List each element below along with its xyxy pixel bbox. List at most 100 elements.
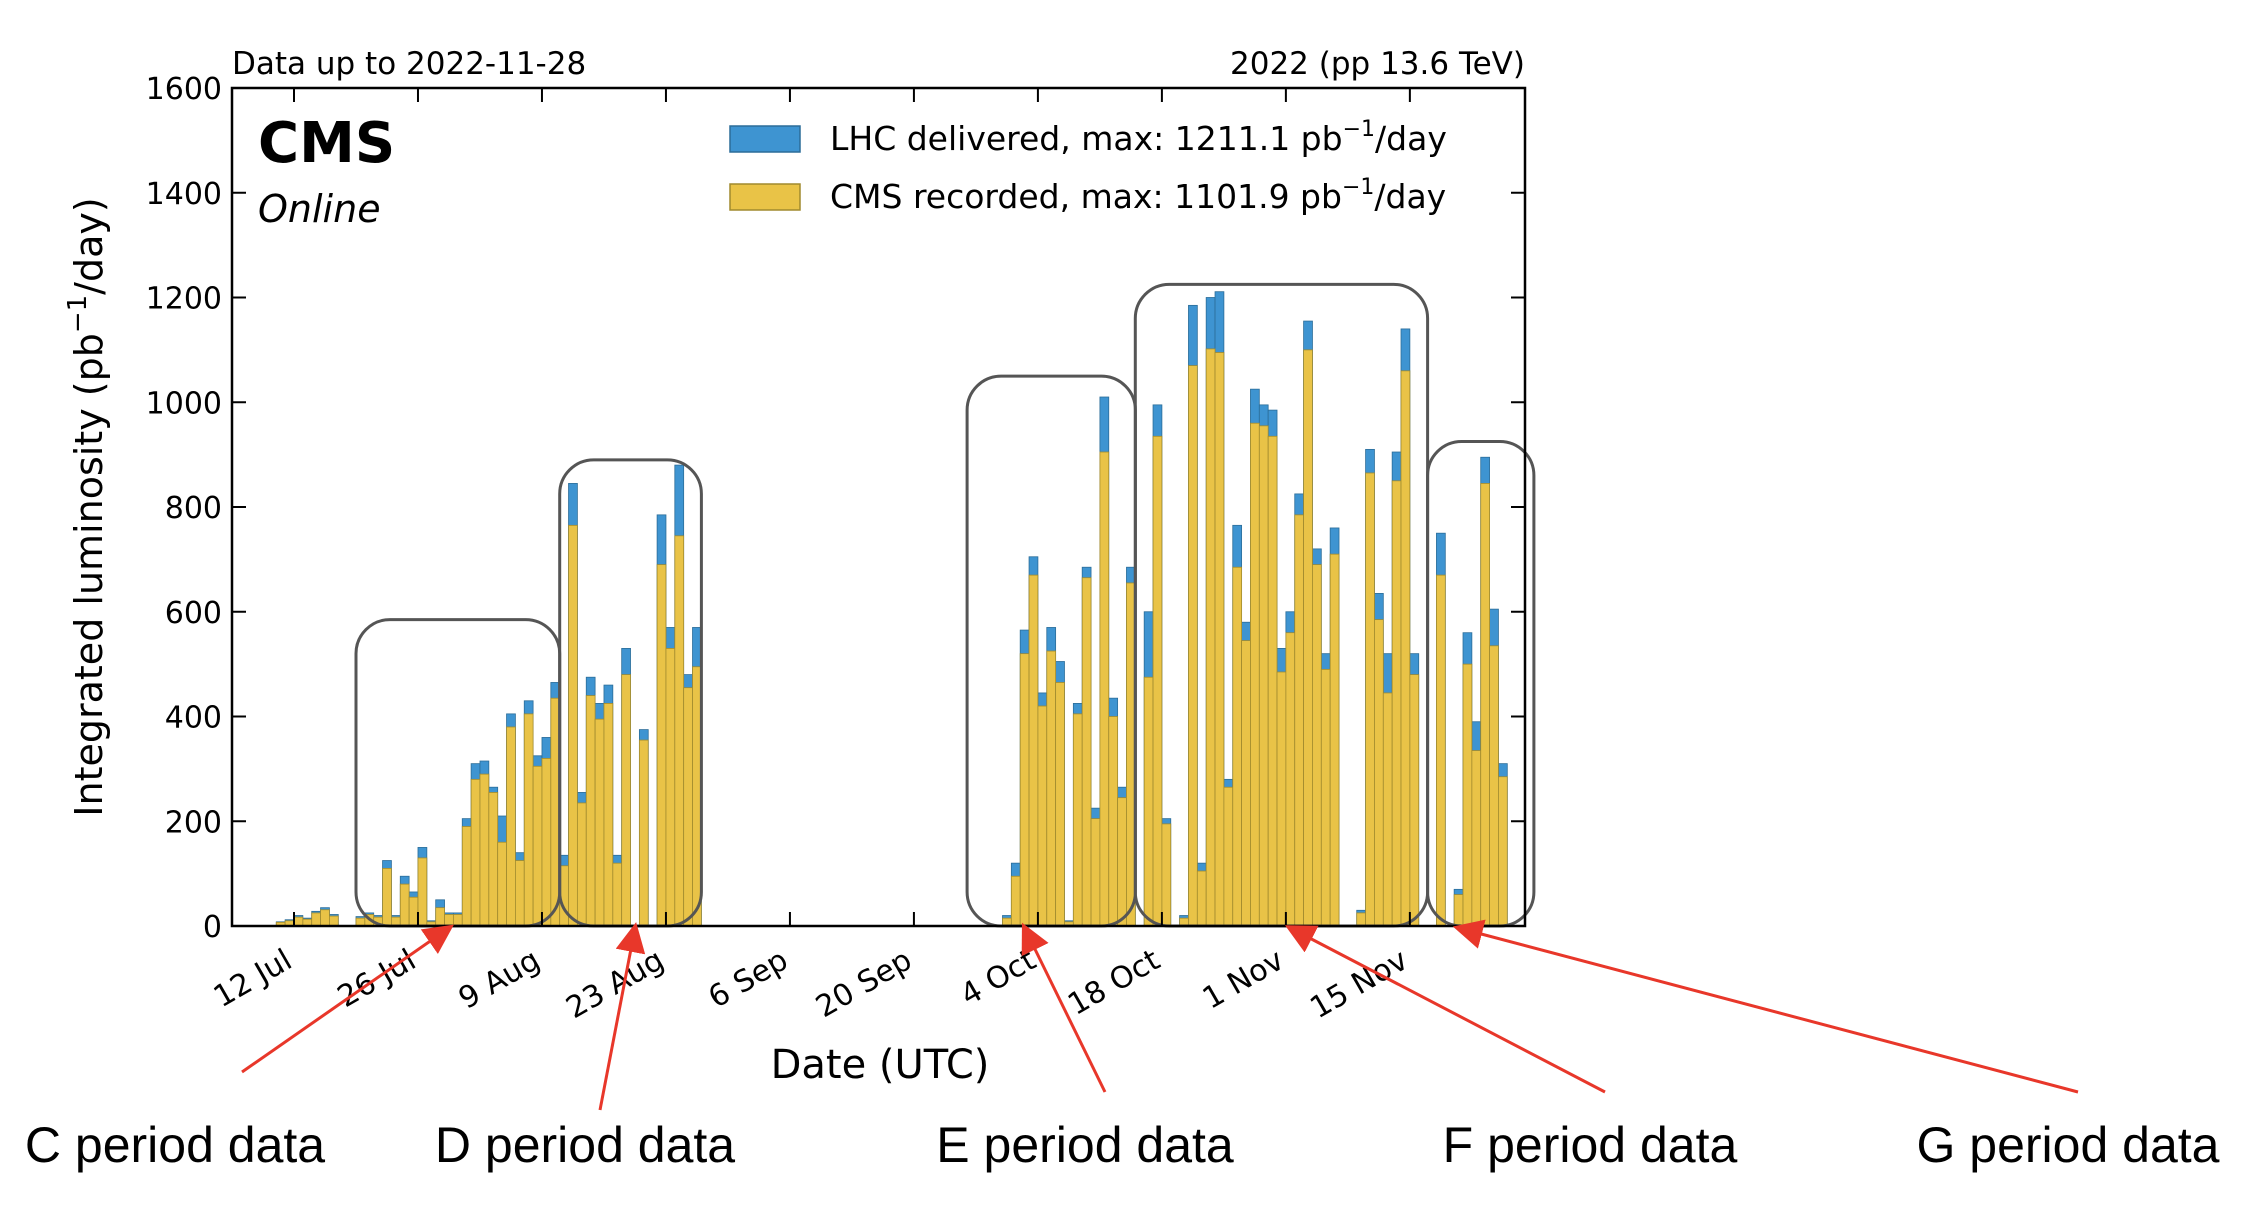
bar-recorded	[515, 860, 525, 927]
status-label: Online	[258, 187, 381, 231]
bar-recorded	[470, 778, 481, 927]
bar-recorded	[568, 524, 578, 927]
y-tick-label: 0	[203, 910, 222, 945]
annotation-label: G period data	[1917, 1117, 2220, 1173]
x-tick-label: 18 Oct	[1062, 943, 1166, 1023]
annotation-arrow	[1452, 919, 2079, 1094]
bar-recorded	[638, 739, 649, 927]
header-right: 2022 (pp 13.6 TeV)	[1230, 46, 1525, 82]
bar-recorded	[612, 862, 623, 927]
header-left: Data up to 2022-11-28	[232, 46, 586, 82]
bar-recorded	[1320, 668, 1331, 927]
bar-recorded	[1303, 349, 1313, 927]
x-tick-label: 4 Oct	[955, 943, 1042, 1014]
bar-recorded	[399, 883, 410, 927]
annotation-arrow	[598, 922, 646, 1111]
bar-recorded	[1117, 797, 1127, 927]
bar-recorded	[461, 826, 472, 927]
legend-swatch-recorded	[729, 183, 801, 211]
bar-recorded	[1232, 566, 1243, 927]
bar-recorded	[603, 703, 614, 927]
bar-recorded	[506, 726, 516, 927]
x-tick-label: 1 Nov	[1197, 943, 1290, 1017]
bar-recorded	[1037, 705, 1048, 927]
annotation-label: D period data	[435, 1117, 735, 1173]
y-axis-title: Integrated luminosity (pb−1/day)	[63, 197, 111, 816]
annotation-arrow	[241, 924, 454, 1074]
x-tick-label: 20 Sep	[810, 943, 918, 1025]
bar-recorded	[1010, 875, 1021, 927]
bar-recorded	[1471, 750, 1482, 927]
annotation-arrow	[1284, 925, 1606, 1094]
bar-recorded	[1356, 912, 1366, 927]
x-tick-label: 6 Sep	[703, 943, 794, 1016]
bar-recorded	[1312, 564, 1322, 927]
bar-recorded	[1409, 674, 1420, 927]
bar-recorded	[435, 907, 445, 927]
bar-recorded	[1462, 663, 1473, 927]
bar-recorded	[417, 857, 428, 927]
bar-recorded	[1108, 716, 1119, 927]
bar-recorded	[1294, 514, 1304, 927]
bar-recorded	[1205, 348, 1216, 927]
y-tick-label: 1600	[146, 72, 222, 107]
x-tick-label: 23 Aug	[560, 943, 670, 1026]
bar-recorded	[1090, 818, 1101, 927]
bar-recorded	[1019, 653, 1030, 927]
bar-recorded	[1258, 425, 1269, 927]
y-axis: 0 200 400 600 800 1000 1200 1400 1600	[146, 72, 1525, 945]
bar-recorded	[1498, 776, 1508, 927]
bar-recorded	[576, 802, 587, 927]
bar-recorded	[1365, 472, 1375, 927]
bar-recorded	[1267, 435, 1278, 927]
bar-recorded	[329, 915, 339, 927]
x-tick-label: 12 Jul	[208, 943, 298, 1015]
bar-recorded	[1250, 422, 1260, 927]
bar-recorded	[585, 695, 596, 927]
y-tick-label: 400	[165, 701, 222, 736]
bar-recorded	[1099, 451, 1110, 927]
x-axis-title: Date (UTC)	[771, 1042, 990, 1088]
bar-recorded	[1055, 682, 1065, 927]
bar-recorded	[479, 773, 490, 927]
bar-recorded	[656, 564, 667, 927]
bar-recorded	[452, 914, 463, 927]
bar-recorded	[1436, 574, 1446, 927]
bar-recorded	[1188, 365, 1198, 927]
bar-recorded	[488, 792, 499, 927]
bar-recorded	[594, 718, 605, 927]
annotations-layer: C period data D period data E period data F…	[25, 919, 2220, 1173]
bar-recorded	[621, 674, 631, 927]
bar-recorded	[1276, 671, 1287, 927]
bar-recorded	[293, 916, 304, 927]
bar-recorded	[1081, 577, 1092, 927]
bar-recorded	[1382, 692, 1393, 927]
bar-recorded	[523, 713, 534, 927]
bars-layer	[275, 291, 1508, 927]
bar-recorded	[1028, 574, 1039, 927]
bar-recorded	[1214, 352, 1225, 927]
bar-recorded	[382, 867, 392, 927]
annotation-label: C period data	[25, 1117, 325, 1173]
bar-recorded	[1241, 640, 1251, 927]
x-tick-label: 9 Aug	[453, 943, 546, 1017]
y-tick-label: 200	[165, 805, 222, 840]
y-tick-label: 1200	[146, 282, 222, 317]
legend-swatch-delivered	[729, 125, 801, 153]
bar-recorded	[444, 914, 454, 927]
legend-label-delivered: LHC delivered, max: 1211.1 pb−1/day	[830, 117, 1447, 158]
bar-recorded	[1374, 619, 1384, 927]
bar-recorded	[320, 909, 330, 927]
bar-recorded	[1046, 650, 1057, 927]
bar-recorded	[1223, 786, 1234, 927]
y-tick-label: 800	[165, 491, 222, 526]
y-tick-label: 1400	[146, 177, 222, 212]
bar-recorded	[1285, 632, 1296, 927]
bar-recorded	[1196, 870, 1207, 927]
bar-recorded	[1152, 435, 1163, 927]
y-tick-label: 600	[165, 596, 222, 631]
bar-recorded	[674, 535, 685, 927]
bar-recorded	[1072, 713, 1083, 927]
bar-recorded	[532, 765, 543, 927]
bar-recorded	[1143, 676, 1154, 927]
